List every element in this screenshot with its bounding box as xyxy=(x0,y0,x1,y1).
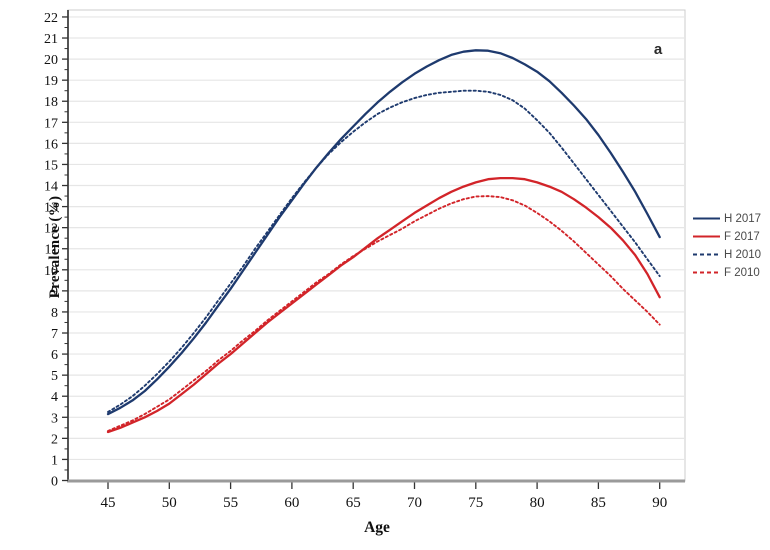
x-tick-label: 55 xyxy=(223,495,238,511)
y-tick-label: 1 xyxy=(51,453,58,468)
y-tick-label: 16 xyxy=(44,137,58,152)
x-tick-label: 65 xyxy=(346,495,361,511)
legend-line-sample xyxy=(693,271,720,274)
series-h-2017 xyxy=(106,49,661,416)
series-h-2010 xyxy=(107,89,661,413)
y-tick-label: 11 xyxy=(45,243,58,258)
legend-entry-f-2010: F 2010 xyxy=(692,266,761,279)
series-f-2017 xyxy=(106,176,661,434)
y-tick-label: 3 xyxy=(51,411,58,426)
x-tick-label: 90 xyxy=(652,495,667,511)
legend-entry-h-2010: H 2010 xyxy=(692,248,761,261)
y-tick-label: 9 xyxy=(51,285,58,300)
x-tick-label: 85 xyxy=(591,495,606,511)
legend-entry-f-2017: F 2017 xyxy=(692,230,761,243)
series-f-2010 xyxy=(107,195,661,432)
y-tick-label: 10 xyxy=(44,264,58,279)
y-tick-label: 14 xyxy=(44,180,58,195)
y-tick-label: 20 xyxy=(44,53,58,68)
x-tick-label: 45 xyxy=(101,495,116,511)
y-tick-label: 12 xyxy=(44,222,58,237)
x-tick-label: 75 xyxy=(468,495,483,511)
x-tick-label: 80 xyxy=(530,495,545,511)
legend-entry-h-2017: H 2017 xyxy=(692,212,761,225)
y-tick-label: 4 xyxy=(51,390,58,405)
y-tick-label: 18 xyxy=(44,95,58,110)
y-tick-label: 6 xyxy=(51,348,58,363)
y-tick-label: 7 xyxy=(51,327,58,342)
legend-label: H 2010 xyxy=(724,248,762,261)
y-axis-title: Prevalence (%) xyxy=(46,195,63,299)
x-axis-title: Age xyxy=(0,519,770,537)
y-tick-label: 21 xyxy=(44,32,58,47)
x-tick-label: 60 xyxy=(284,495,299,511)
legend-label: F 2010 xyxy=(724,266,760,279)
y-tick-label: 2 xyxy=(51,432,58,447)
x-axis-title-text: Age xyxy=(364,519,390,536)
y-tick-label: 19 xyxy=(44,74,58,89)
x-tick-label: 70 xyxy=(407,495,422,511)
y-tick-label: 0 xyxy=(51,475,58,490)
panel-label-a: a xyxy=(653,41,663,58)
y-tick-label: 15 xyxy=(44,158,58,173)
x-tick-label: 50 xyxy=(162,495,177,511)
legend-line-sample xyxy=(693,253,720,256)
y-tick-label: 13 xyxy=(44,201,58,216)
legend-label: F 2017 xyxy=(724,230,760,243)
y-tick-label: 17 xyxy=(44,116,58,131)
legend-line-sample xyxy=(693,217,720,220)
legend-line-sample xyxy=(693,235,720,238)
y-tick-label: 22 xyxy=(44,11,58,26)
y-tick-label: 5 xyxy=(51,369,58,384)
y-tick-label: 8 xyxy=(51,306,58,321)
legend-label: H 2017 xyxy=(724,212,762,225)
legend: H 2017 F 2017 H 2010 F 2010 xyxy=(692,212,761,279)
